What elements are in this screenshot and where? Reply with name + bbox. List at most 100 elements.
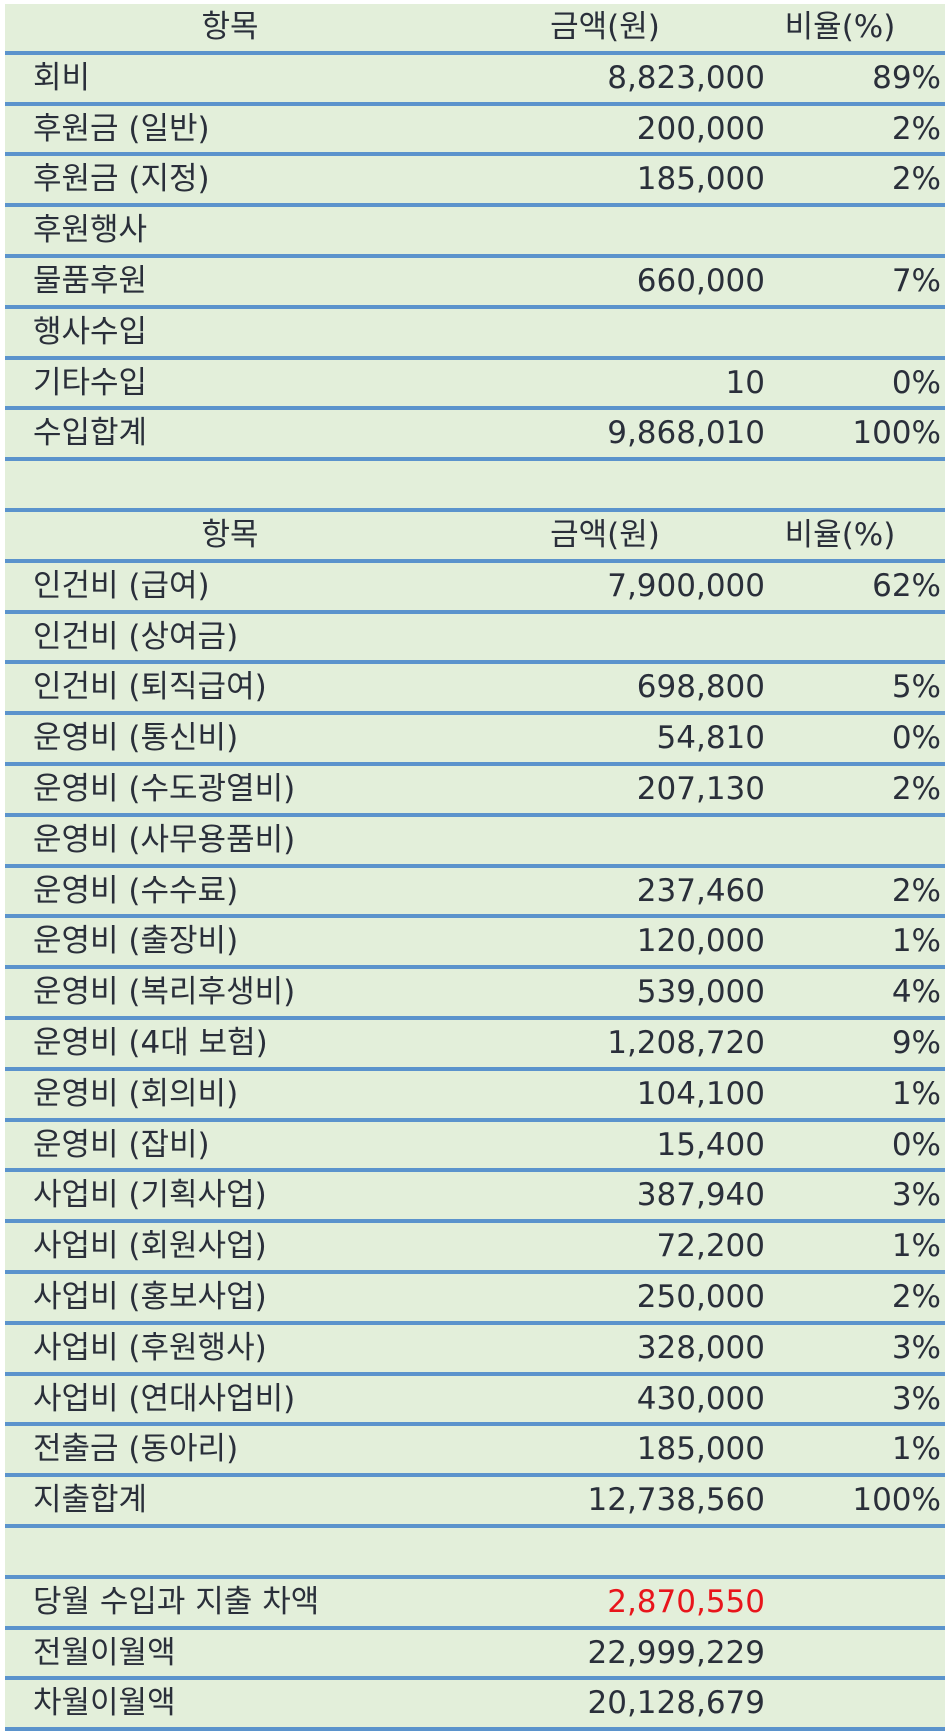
income-row-ratio: 2%: [891, 110, 941, 147]
expense-row-ratio: 3%: [891, 1380, 941, 1417]
expense-row: 운영비 (회의비) 104,100 1%: [5, 1070, 945, 1122]
previous-carryover-label: 전월이월액: [33, 1634, 176, 1671]
expense-row: 운영비 (수수료) 237,460 2%: [5, 867, 945, 919]
income-total-ratio: 100%: [852, 415, 941, 452]
expense-row-amount: 1,208,720: [607, 1024, 765, 1061]
monthly-difference-label: 당월 수입과 지출 차액: [33, 1583, 320, 1620]
next-carryover-amount: 20,128,679: [587, 1685, 766, 1722]
income-row-item: 회비: [33, 59, 91, 96]
expense-row-ratio: 0%: [891, 720, 941, 757]
expense-row-item: 운영비 (회의비): [33, 1075, 239, 1112]
income-row-ratio: 89%: [872, 59, 941, 96]
expense-row-ratio: 4%: [891, 974, 941, 1011]
expense-row-amount: 698,800: [636, 669, 765, 706]
expense-row-item: 운영비 (통신비): [33, 720, 239, 757]
income-row-item: 물품후원: [33, 262, 148, 299]
expense-row-item: 사업비 (후원행사): [33, 1329, 267, 1366]
income-header-amount: 금액(원): [550, 9, 660, 45]
expense-row-item: 사업비 (회원사업): [33, 1228, 267, 1265]
expense-row-amount: 54,810: [656, 720, 765, 757]
income-row-item: 후원금 (일반): [33, 110, 210, 147]
expense-row-ratio: 1%: [891, 1075, 941, 1112]
next-carryover-label: 차월이월액: [33, 1685, 176, 1722]
income-row-amount: 10: [725, 364, 765, 401]
income-header-row: 항목 금액(원) 비율(%): [5, 4, 945, 55]
expense-row: 운영비 (출장비) 120,000 1%: [5, 918, 945, 970]
expense-row-item: 운영비 (복리후생비): [33, 974, 296, 1011]
expense-row-amount: 250,000: [636, 1278, 765, 1315]
income-row: 후원행사: [5, 207, 945, 258]
expense-row: 운영비 (복리후생비) 539,000 4%: [5, 969, 945, 1020]
expense-row-amount: 430,000: [636, 1380, 765, 1417]
expense-row-ratio: 9%: [891, 1024, 941, 1061]
expense-row-amount: 120,000: [636, 923, 765, 960]
expense-row: 인건비 (상여금): [5, 613, 945, 665]
monthly-difference-row: 당월 수입과 지출 차액 2,870,550: [5, 1578, 945, 1630]
expense-row-item: 운영비 (잡비): [33, 1126, 210, 1163]
monthly-difference-amount: 2,870,550: [607, 1583, 765, 1620]
expense-row-ratio: 5%: [891, 669, 941, 706]
expense-row-item: 인건비 (급여): [33, 567, 210, 604]
expense-row: 사업비 (기획사업) 387,940 3%: [5, 1172, 945, 1224]
expense-row-item: 사업비 (기획사업): [33, 1177, 267, 1214]
income-row-amount: 200,000: [636, 110, 765, 147]
income-total-row: 수입합계 9,868,010 100%: [5, 410, 945, 462]
income-row-amount: 8,823,000: [607, 59, 765, 96]
expense-row-ratio: 1%: [891, 923, 941, 960]
expense-row-item: 인건비 (퇴직급여): [33, 669, 267, 706]
expense-total-row: 지출합계 12,738,560 100%: [5, 1477, 945, 1528]
previous-carryover-row: 전월이월액 22,999,229: [5, 1629, 945, 1681]
expense-header-row: 항목 금액(원) 비율(%): [5, 511, 945, 563]
expense-row: 운영비 (잡비) 15,400 0%: [5, 1121, 945, 1173]
income-header-item: 항목: [201, 9, 259, 45]
expense-row-item: 운영비 (사무용품비): [33, 821, 296, 858]
expense-row-amount: 539,000: [636, 974, 765, 1011]
budget-sheet: 항목 금액(원) 비율(%) 회비 8,823,000 89% 후원금 (일반)…: [5, 4, 945, 1732]
income-total-amount: 9,868,010: [607, 415, 765, 452]
expense-row: 사업비 (연대사업비) 430,000 3%: [5, 1375, 945, 1427]
income-row-item: 기타수입: [33, 364, 148, 401]
expense-row: 사업비 (홍보사업) 250,000 2%: [5, 1273, 945, 1325]
expense-row-item: 사업비 (홍보사업): [33, 1278, 267, 1315]
income-row-item: 행사수입: [33, 313, 148, 350]
expense-row-item: 전출금 (동아리): [33, 1431, 239, 1468]
next-carryover-row: 차월이월액 20,128,679: [5, 1680, 945, 1732]
expense-row-item: 운영비 (수도광열비): [33, 770, 296, 807]
expense-row-item: 운영비 (수수료): [33, 872, 239, 909]
income-row-amount: 185,000: [636, 161, 765, 198]
expense-row-item: 인건비 (상여금): [33, 618, 239, 655]
expense-row-amount: 207,130: [636, 770, 765, 807]
expense-row-amount: 387,940: [636, 1177, 765, 1214]
income-header-ratio: 비율(%): [784, 9, 896, 45]
spacer-row: [5, 461, 945, 512]
income-row-ratio: 0%: [891, 364, 941, 401]
expense-row-amount: 7,900,000: [607, 567, 765, 604]
expense-row-amount: 72,200: [656, 1228, 765, 1265]
expense-row-ratio: 1%: [891, 1228, 941, 1265]
expense-row: 사업비 (회원사업) 72,200 1%: [5, 1223, 945, 1274]
expense-row-amount: 15,400: [656, 1126, 765, 1163]
income-total-label: 수입합계: [33, 415, 148, 452]
expense-row-ratio: 2%: [891, 1278, 941, 1315]
expense-row: 운영비 (사무용품비): [5, 816, 945, 868]
expense-total-ratio: 100%: [852, 1482, 941, 1519]
income-row: 후원금 (지정) 185,000 2%: [5, 156, 945, 208]
expense-total-amount: 12,738,560: [587, 1482, 766, 1519]
expense-row: 운영비 (수도광열비) 207,130 2%: [5, 765, 945, 817]
expense-row: 인건비 (급여) 7,900,000 62%: [5, 562, 945, 614]
income-row-item: 후원행사: [33, 212, 148, 249]
income-row: 회비 8,823,000 89%: [5, 54, 945, 106]
expense-row: 사업비 (후원행사) 328,000 3%: [5, 1324, 945, 1376]
expense-header-amount: 금액(원): [550, 516, 660, 553]
previous-carryover-amount: 22,999,229: [587, 1634, 766, 1671]
expense-row-item: 운영비 (4대 보험): [33, 1024, 268, 1061]
income-row-item: 후원금 (지정): [33, 161, 210, 198]
expense-row-ratio: 2%: [891, 872, 941, 909]
expense-row-item: 운영비 (출장비): [33, 923, 239, 960]
expense-row-amount: 104,100: [636, 1075, 765, 1112]
expense-row: 운영비 (4대 보험) 1,208,720 9%: [5, 1019, 945, 1071]
income-row-ratio: 7%: [891, 262, 941, 299]
expense-total-label: 지출합계: [33, 1482, 148, 1519]
expense-row-ratio: 0%: [891, 1126, 941, 1163]
spacer-row: [5, 1527, 945, 1579]
